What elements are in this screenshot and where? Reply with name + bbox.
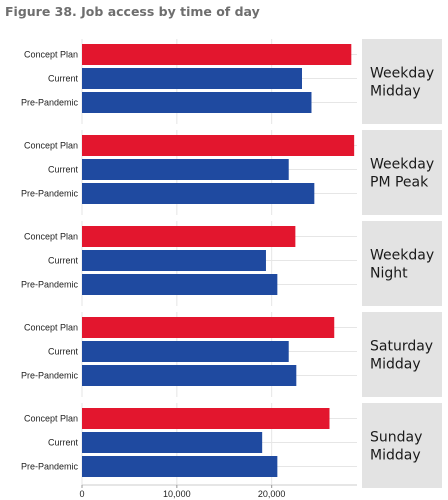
- bar-pre-pandemic: [82, 274, 278, 295]
- bar-current: [82, 68, 302, 89]
- bar-pre-pandemic: [82, 456, 278, 477]
- category-label: Pre-Pandemic: [21, 98, 79, 108]
- facet-label: Weekday: [370, 157, 434, 173]
- panel-0: Concept Plan Current Pre-Pandemic Weekday Mi…: [21, 39, 442, 124]
- bar-current: [82, 159, 289, 180]
- facet-label: Midday: [370, 357, 421, 373]
- bar-pre-pandemic: [82, 183, 315, 204]
- figure-title: Figure 38. Job access by time of day: [5, 4, 260, 19]
- bar-pre-pandemic: [82, 92, 312, 113]
- panels-layer: Concept Plan Current Pre-Pandemic Weekday Mi…: [21, 39, 442, 488]
- x-tick-label: 10,000: [163, 489, 191, 499]
- bar-concept-plan: [82, 317, 335, 338]
- facet-strip: [362, 403, 442, 488]
- facet-label: Midday: [370, 84, 421, 100]
- x-tick-label: 20,000: [258, 489, 286, 499]
- facet-label: Night: [370, 266, 408, 282]
- category-label: Pre-Pandemic: [21, 462, 79, 472]
- category-label: Pre-Pandemic: [21, 189, 79, 199]
- category-label: Concept Plan: [24, 50, 78, 60]
- bar-current: [82, 341, 289, 362]
- bar-concept-plan: [82, 408, 330, 429]
- category-label: Pre-Pandemic: [21, 371, 79, 381]
- category-label: Current: [48, 165, 79, 175]
- facet-label: PM Peak: [370, 175, 429, 191]
- facet-label: Weekday: [370, 66, 434, 82]
- category-label: Current: [48, 347, 79, 357]
- category-label: Concept Plan: [24, 141, 78, 151]
- facet-strip: [362, 39, 442, 124]
- category-label: Current: [48, 438, 79, 448]
- category-label: Current: [48, 74, 79, 84]
- x-tick-label: 0: [79, 489, 84, 499]
- facet-label: Saturday: [370, 339, 433, 355]
- panel-1: Concept Plan Current Pre-Pandemic Weekday PM…: [21, 130, 442, 215]
- panel-4: Concept Plan Current Pre-Pandemic Sunday Mid…: [21, 403, 442, 488]
- bar-current: [82, 432, 263, 453]
- bar-current: [82, 250, 266, 271]
- panel-2: Concept Plan Current Pre-Pandemic Weekday Ni…: [21, 221, 442, 306]
- facet-label: Weekday: [370, 248, 434, 264]
- facet-label: Sunday: [370, 430, 422, 446]
- category-label: Concept Plan: [24, 414, 78, 424]
- facet-strip: [362, 312, 442, 397]
- category-label: Concept Plan: [24, 232, 78, 242]
- bar-concept-plan: [82, 226, 296, 247]
- panel-3: Concept Plan Current Pre-Pandemic Saturday M…: [21, 312, 442, 397]
- bar-pre-pandemic: [82, 365, 297, 386]
- category-label: Pre-Pandemic: [21, 280, 79, 290]
- facet-strip: [362, 221, 442, 306]
- facet-strip: [362, 130, 442, 215]
- category-label: Current: [48, 256, 79, 266]
- facet-label: Midday: [370, 448, 421, 464]
- bar-concept-plan: [82, 135, 355, 156]
- bar-concept-plan: [82, 44, 352, 65]
- x-axis: 0 10,000 20,000: [79, 484, 357, 499]
- category-label: Concept Plan: [24, 323, 78, 333]
